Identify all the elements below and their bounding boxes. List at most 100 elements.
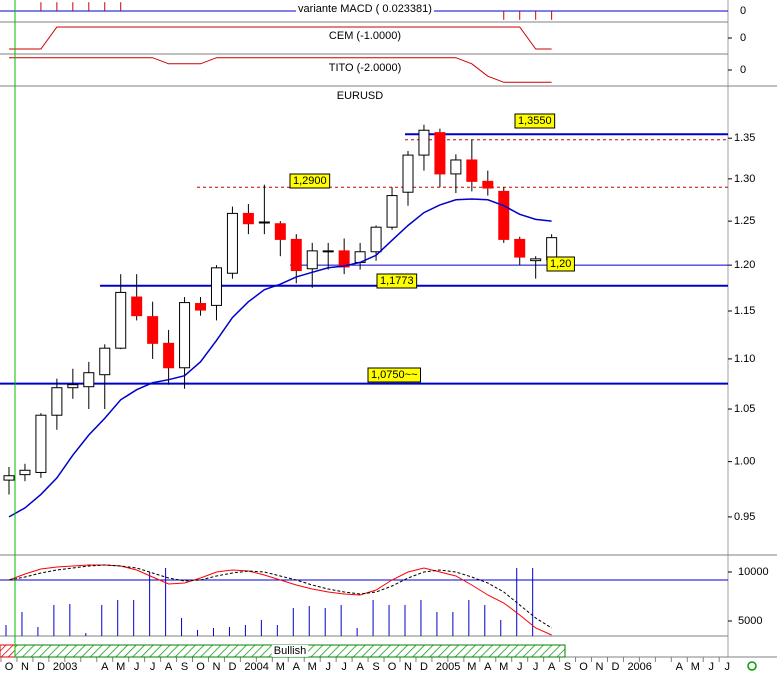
x-tick-label: S [181, 661, 188, 673]
candle-body [226, 212, 238, 274]
candle-body [546, 237, 558, 261]
indicator-label-box [296, 2, 434, 15]
y-tick-label: 10000 [738, 566, 769, 578]
candle-body [147, 316, 159, 344]
signal-label: Bullish [274, 645, 306, 657]
x-tick-label: J [325, 661, 331, 673]
x-tick-label: J [134, 661, 140, 673]
x-tick-label: A [676, 661, 684, 673]
indicator-label: CEM (-1.0000) [329, 30, 401, 42]
indicator-line [9, 57, 552, 83]
x-tick-label: N [596, 661, 604, 673]
indicator-label-box [326, 61, 404, 74]
level-label: 1,20 [550, 258, 571, 270]
candle-body [258, 221, 270, 224]
y-tick-label: 1.20 [734, 259, 755, 271]
candle-body [306, 250, 318, 270]
level-label-box [546, 256, 575, 272]
x-tick-label: D [228, 661, 236, 673]
x-tick-label: S [564, 661, 571, 673]
y-tick-label: 1.35 [734, 132, 755, 144]
x-tick-label: A [548, 661, 556, 673]
candle-body [210, 267, 222, 306]
candle-body [514, 238, 526, 258]
candle-body [450, 159, 462, 175]
candle-body [131, 296, 143, 317]
signal-label-box [271, 644, 309, 657]
candle-body [322, 250, 334, 253]
candle-body [115, 291, 127, 349]
candle-body [99, 347, 111, 376]
x-tick-label: O [5, 661, 14, 673]
x-tick-label: D [37, 661, 45, 673]
chart-title: EURUSD [337, 90, 384, 102]
x-tick-label: 2006 [627, 661, 651, 673]
level-label: 1,2900 [293, 175, 327, 187]
y-tick-label: 1.10 [734, 353, 755, 365]
x-tick-label: A [101, 661, 109, 673]
level-label: 1,1773 [380, 275, 414, 287]
x-tick-label: O [196, 661, 205, 673]
x-tick-label: M [276, 661, 285, 673]
level-label-box [367, 367, 421, 383]
y-tick-label: 1.25 [734, 215, 755, 227]
level-label-box [514, 113, 556, 129]
candle-body [434, 132, 446, 175]
x-tick-label: S [372, 661, 379, 673]
x-tick-label: M [308, 661, 317, 673]
x-tick-label: J [724, 661, 730, 673]
candle-body [386, 195, 398, 228]
x-tick-label: J [150, 661, 156, 673]
x-tick-label: A [165, 661, 173, 673]
x-tick-label: N [404, 661, 412, 673]
candle-body [466, 159, 478, 182]
candle-body [67, 384, 79, 389]
status-icon [747, 661, 757, 671]
candle-body [19, 469, 31, 476]
indicator-label: TITO (-2.0000) [329, 62, 402, 74]
x-tick-label: J [708, 661, 714, 673]
y-tick-label: 5000 [738, 615, 762, 627]
candle-body [195, 303, 207, 311]
y-tick-label: 0 [740, 32, 746, 44]
candle-body [530, 258, 542, 262]
signal-marker [0, 644, 16, 658]
candle-body [338, 250, 350, 268]
candle-body [83, 372, 95, 388]
candle-body [498, 190, 510, 240]
x-tick-label: D [612, 661, 620, 673]
x-tick-label: N [21, 661, 29, 673]
candle-body [35, 414, 47, 473]
x-tick-label: A [356, 661, 364, 673]
x-tick-label: J [517, 661, 523, 673]
candle-body [482, 180, 494, 189]
x-tick-label: M [691, 661, 700, 673]
x-tick-label: J [533, 661, 539, 673]
level-label-box [289, 173, 331, 189]
x-tick-label: O [388, 661, 397, 673]
oscillator-line [8, 564, 552, 629]
candle-body [418, 129, 430, 156]
candle-body [163, 342, 175, 369]
candle-body [402, 154, 414, 193]
candle-body [290, 238, 302, 272]
candle-body [274, 223, 286, 240]
level-label: 1,0750~~ [371, 369, 418, 381]
x-tick-label: 2005 [436, 661, 460, 673]
candle-body [179, 302, 191, 369]
y-tick-label: 0 [740, 5, 746, 17]
x-tick-label: A [484, 661, 492, 673]
indicator-label-box [326, 29, 404, 42]
level-label-box [376, 273, 418, 289]
y-tick-label: 1.00 [734, 456, 755, 468]
y-tick-label: 1.05 [734, 403, 755, 415]
y-tick-label: 1.15 [734, 305, 755, 317]
level-label: 1,3550 [518, 115, 552, 127]
x-tick-label: 2004 [244, 661, 268, 673]
y-tick-label: 0 [740, 64, 746, 76]
x-tick-label: M [499, 661, 508, 673]
y-tick-label: 0.95 [734, 511, 755, 523]
indicator-line [9, 26, 552, 50]
